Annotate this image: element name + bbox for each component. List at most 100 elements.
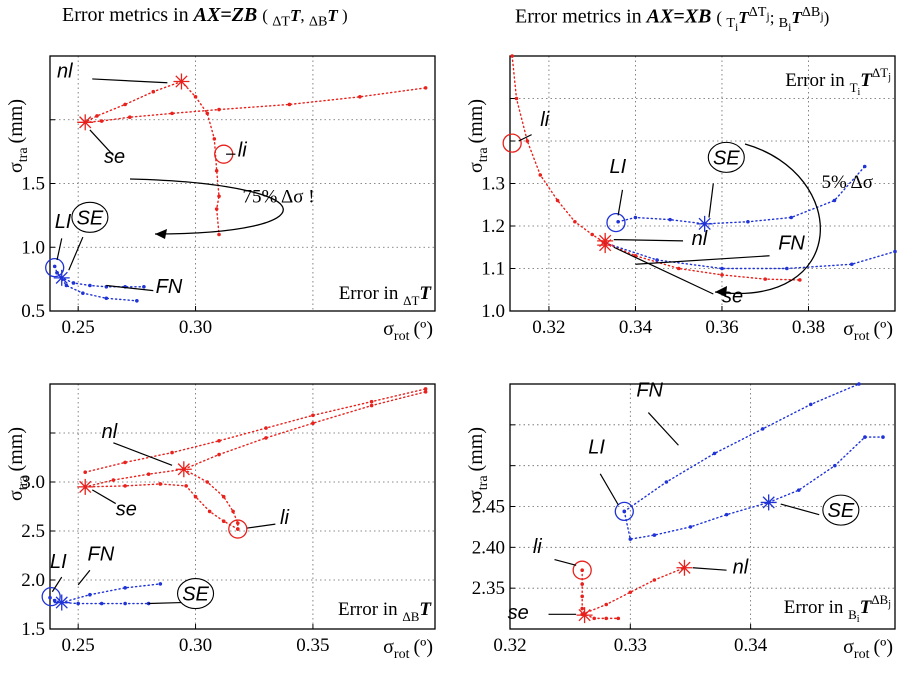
label-se: SE <box>713 147 740 169</box>
data-point <box>664 480 669 484</box>
error-label: Error in TiTΔTj <box>785 65 891 98</box>
data-point <box>123 601 127 606</box>
label-fn: FN <box>636 379 663 401</box>
y-tick-label: 1.0 <box>21 237 45 258</box>
data-point <box>616 616 621 621</box>
y-tick-label: 2.0 <box>21 570 45 591</box>
circle-marker <box>41 587 61 607</box>
label-leader <box>708 183 714 218</box>
series-line <box>623 383 860 513</box>
data-point <box>135 299 139 303</box>
series-red-1 <box>83 387 428 474</box>
data-point <box>808 402 813 407</box>
data-point <box>231 509 235 514</box>
data-point <box>158 482 163 486</box>
circle-marker <box>572 560 592 580</box>
series-blue-3 <box>622 382 861 514</box>
chart-bottom-right: 0.32 0.33 0.34 2.35 2.40 2.45 σtra(mm) σrot (º) E… <box>450 362 900 677</box>
data-point <box>525 139 530 143</box>
label-nl: nl <box>733 556 749 578</box>
circle-marker <box>614 501 634 522</box>
data-point <box>798 278 802 282</box>
label-leader <box>518 134 532 142</box>
x-tick-label: 0.34 <box>734 635 768 656</box>
data-point <box>217 452 221 457</box>
circle-marker <box>502 133 522 153</box>
error-label: Error in ΔBT <box>338 599 432 624</box>
curved-arrow <box>714 143 821 297</box>
star-marker <box>696 215 713 232</box>
star-marker <box>173 73 190 90</box>
label-nl: nl <box>102 421 118 443</box>
data-point <box>311 421 315 425</box>
plot-frame <box>49 55 436 312</box>
label-circle <box>71 201 109 233</box>
series-line <box>180 80 220 236</box>
series-line <box>617 165 866 225</box>
data-point <box>111 478 116 482</box>
x-axis-label: σrot (º) <box>383 636 433 662</box>
y-tick-label: 2.35 <box>472 578 505 599</box>
label-se: se <box>508 602 529 624</box>
data-point <box>217 439 221 443</box>
data-point <box>760 427 765 431</box>
label-leader <box>51 576 63 593</box>
circle-marker <box>45 257 65 278</box>
y-tick-label: 1.5 <box>21 174 45 195</box>
data-point <box>881 435 885 439</box>
star-marker <box>53 269 70 286</box>
x-axis-label: σrot (º) <box>843 636 893 662</box>
series-red-3 <box>182 467 240 531</box>
data-point <box>170 111 174 116</box>
data-point <box>193 95 198 99</box>
series-red-0 <box>580 568 621 621</box>
chart-bottom-left: 0.25 0.30 0.35 1.5 2.0 2.5 3.0 σtra(mm) σrot (º) E… <box>0 362 450 677</box>
x-tick-label: 0.25 <box>62 635 95 656</box>
x-tick-label: 0.32 <box>493 635 526 656</box>
data-point <box>893 249 897 254</box>
data-point <box>712 451 717 456</box>
data-point <box>123 484 127 488</box>
series-blue-2 <box>622 435 885 541</box>
data-point <box>217 194 221 199</box>
data-point <box>358 95 362 99</box>
y-tick-label: 1.0 <box>481 301 505 322</box>
data-point <box>52 598 57 603</box>
data-point <box>592 616 597 621</box>
label-fn: FN <box>88 543 115 565</box>
label-leader <box>148 601 182 605</box>
data-point <box>423 390 428 394</box>
data-point <box>633 215 638 220</box>
x-tick-label: 0.36 <box>705 317 738 338</box>
data-point <box>833 463 837 468</box>
series-red-0 <box>510 54 607 245</box>
label-circle <box>822 494 860 526</box>
label-se: SE <box>77 207 104 229</box>
data-point <box>76 601 80 606</box>
data-point <box>580 568 584 572</box>
label-li: li <box>280 507 289 529</box>
data-point <box>655 258 659 262</box>
x-axis-label: σrot (º) <box>383 318 433 344</box>
data-point <box>193 494 198 499</box>
data-point <box>720 273 724 277</box>
data-point <box>214 168 219 173</box>
data-point <box>311 413 315 418</box>
label-leader <box>613 239 684 242</box>
series-red-1 <box>603 241 802 282</box>
data-point <box>862 164 867 169</box>
data-point <box>88 592 92 597</box>
star-marker <box>53 594 70 611</box>
data-point <box>184 484 188 488</box>
data-point <box>746 219 750 224</box>
series-blue-4 <box>48 595 151 606</box>
label-leader <box>89 129 114 156</box>
series-red-0 <box>83 79 428 125</box>
data-point <box>123 586 127 590</box>
delta-sigma-note: 5% Δσ <box>821 172 873 193</box>
data-point <box>622 509 627 514</box>
data-point <box>205 480 210 484</box>
star-marker <box>77 114 94 131</box>
y-tick-label: 1.5 <box>21 619 45 640</box>
label-leader <box>647 412 679 446</box>
